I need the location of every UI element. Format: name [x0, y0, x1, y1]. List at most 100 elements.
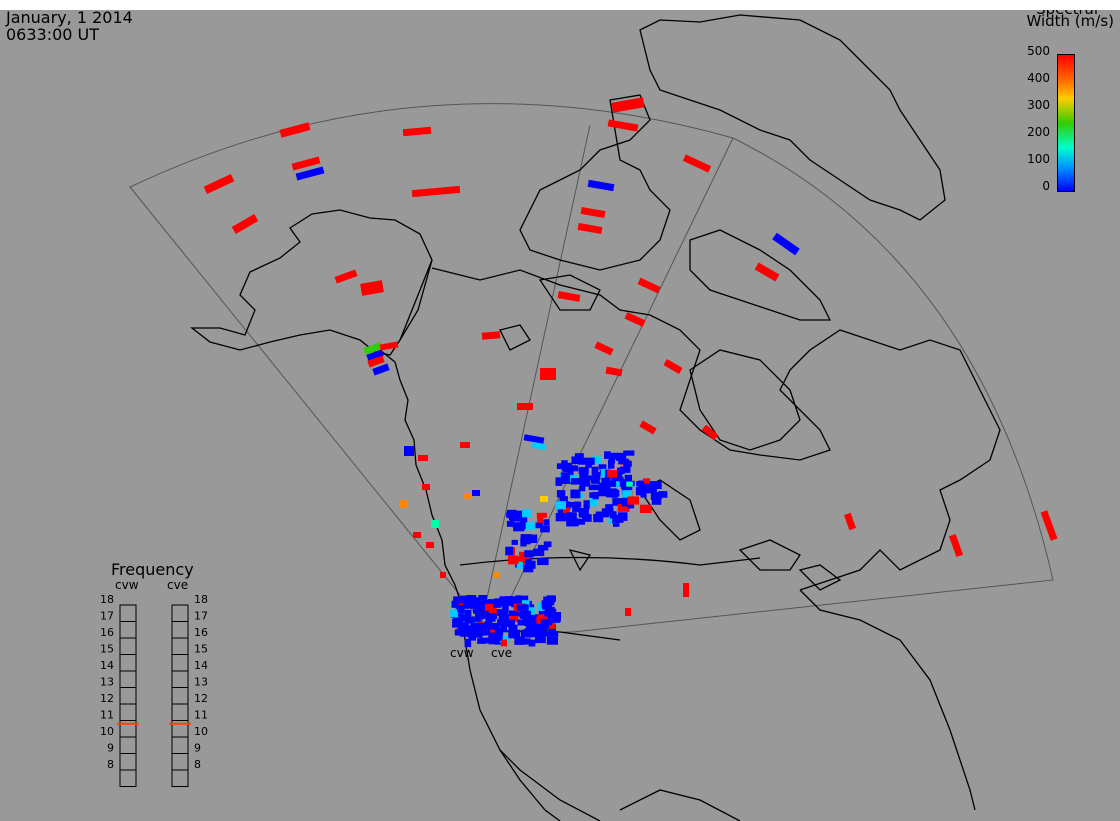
- echo-cell: [505, 546, 513, 556]
- frequency-tick-label: 8: [194, 758, 201, 771]
- echo-cell: [543, 519, 550, 525]
- echo-cell: [574, 453, 584, 462]
- echo-cell: [622, 490, 632, 498]
- echo-cell: [540, 496, 548, 502]
- echo-cell: [642, 478, 651, 488]
- echo-cell: [478, 595, 488, 603]
- echo-cell: [589, 492, 596, 498]
- echo-cell: [537, 544, 549, 551]
- echo-cell: [492, 623, 500, 630]
- echo-cell: [540, 525, 550, 533]
- echo-cell: [524, 560, 536, 569]
- echo-cell: [466, 601, 477, 609]
- echo-cell: [372, 363, 390, 376]
- echo-cell: [639, 420, 657, 435]
- echo-cell: [491, 600, 502, 608]
- frequency-tick-label: 11: [100, 709, 114, 722]
- echo-cell: [627, 501, 635, 509]
- echo-cell: [560, 472, 571, 480]
- echo-cell: [572, 505, 581, 512]
- echo-cell: [594, 341, 614, 356]
- echo-cell: [578, 486, 586, 492]
- echo-cell: [462, 595, 474, 601]
- echo-cell: [484, 626, 491, 635]
- echo-cell: [602, 511, 610, 518]
- echo-cell: [508, 555, 519, 565]
- site-label-cvw: cvw: [450, 646, 474, 660]
- echo-cell: [609, 452, 619, 460]
- echo-cell: [612, 498, 623, 506]
- echo-cell: [422, 484, 430, 490]
- echo-cell: [509, 610, 519, 616]
- frequency-cell: [119, 621, 137, 639]
- echo-cell: [618, 468, 625, 474]
- echo-cell: [645, 485, 657, 494]
- echo-cell: [537, 558, 549, 566]
- echo-cell: [531, 620, 540, 629]
- echo-cell: [464, 609, 472, 617]
- echo-cell: [515, 598, 522, 606]
- echo-cell: [564, 502, 575, 508]
- echo-cell: [520, 537, 527, 547]
- echo-cell: [546, 636, 558, 645]
- echo-cell: [555, 501, 566, 510]
- echo-cell: [546, 630, 559, 637]
- frequency-tick-label: 16: [194, 626, 208, 639]
- frequency-cell: [119, 687, 137, 705]
- echo-cell: [426, 542, 434, 548]
- echo-cell: [607, 470, 617, 478]
- frequency-tick-label: 8: [107, 758, 114, 771]
- echo-cell: [570, 489, 581, 499]
- frequency-cell: [119, 670, 137, 688]
- echo-cell: [379, 341, 399, 351]
- echo-cell: [499, 596, 509, 605]
- echo-cell: [454, 629, 464, 636]
- echo-cell: [541, 600, 552, 608]
- frequency-cell: [119, 769, 137, 787]
- echo-cell: [334, 269, 358, 284]
- echo-cell: [525, 522, 535, 530]
- echo-cell: [590, 497, 598, 507]
- frequency-tick-label: 9: [107, 742, 114, 755]
- echo-cell: [360, 280, 384, 296]
- frequency-tick-label: 15: [100, 643, 114, 656]
- echo-cell: [513, 525, 525, 532]
- echo-cell: [520, 520, 528, 529]
- colorbar-tick: 100: [1027, 152, 1050, 166]
- echo-cell: [493, 572, 499, 578]
- echo-cell: [549, 614, 561, 622]
- frequency-cell: [119, 604, 137, 622]
- frequency-tick-label: 15: [194, 643, 208, 656]
- site-label-cve: cve: [491, 646, 513, 660]
- frequency-cell: [171, 769, 189, 787]
- echo-cell: [585, 475, 595, 481]
- echo-cell: [402, 126, 432, 137]
- echo-cell: [624, 312, 646, 327]
- echo-cell: [460, 442, 470, 448]
- echo-cell: [513, 556, 525, 565]
- echo-cell: [582, 514, 592, 522]
- field-of-view: [129, 103, 1054, 633]
- echo-cell: [571, 518, 579, 527]
- echo-cell: [598, 464, 607, 470]
- echo-cell: [567, 468, 574, 477]
- echo-cell: [413, 532, 421, 538]
- echo-cell: [514, 637, 521, 645]
- echo-cell: [588, 484, 600, 491]
- echo-cell: [474, 627, 484, 635]
- echo-cell: [579, 471, 589, 481]
- echo-cell: [557, 291, 581, 302]
- echo-cell: [604, 480, 617, 487]
- echo-cell: [479, 622, 489, 630]
- echo-cell: [619, 466, 631, 473]
- echo-cell: [701, 424, 719, 441]
- echo-cell: [506, 520, 515, 527]
- echo-cell: [540, 619, 552, 626]
- echo-cell: [508, 624, 518, 631]
- echo-cell: [623, 450, 635, 456]
- echo-cell: [548, 606, 555, 615]
- frequency-cell: [119, 753, 137, 771]
- echo-cell: [517, 512, 524, 521]
- echo-cell: [580, 206, 606, 219]
- echo-cell: [464, 616, 475, 624]
